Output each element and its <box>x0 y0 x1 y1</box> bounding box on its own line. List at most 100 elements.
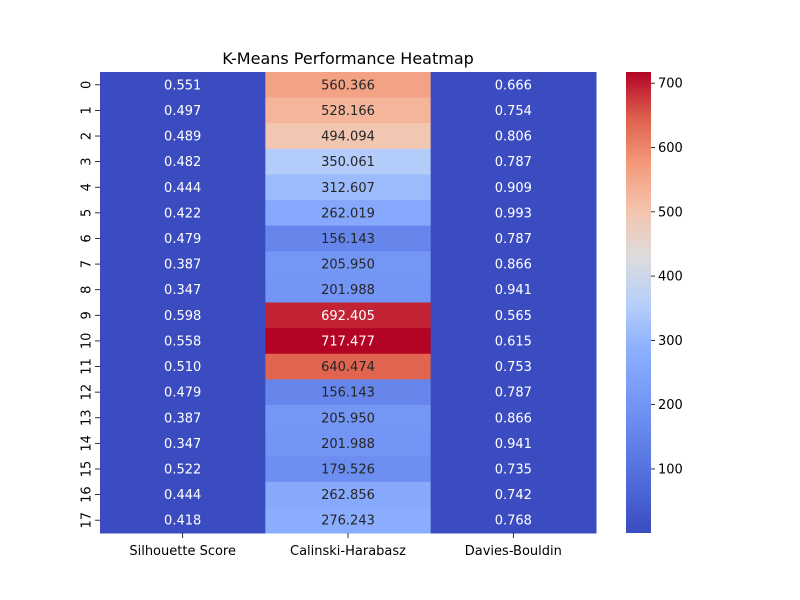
heatmap-cell <box>430 302 597 329</box>
heatmap-cell <box>100 430 266 457</box>
cell-value-label: 0.866 <box>495 411 532 426</box>
cell-value-label: 692.405 <box>321 309 375 324</box>
cell-value-label: 0.444 <box>164 181 201 196</box>
y-tick-label: 4 <box>80 183 95 191</box>
heatmap-cell-labels: 0.551 560.366 0.666 0.497 528.166 0.754 0.489 4… <box>164 78 532 528</box>
heatmap-cell <box>265 404 432 432</box>
cell-value-label: 0.418 <box>164 514 201 529</box>
y-tick-label: 12 <box>80 384 95 401</box>
y-tick-label: 14 <box>80 435 95 452</box>
y-tick-label: 10 <box>80 333 95 350</box>
cell-value-label: 717.477 <box>321 334 375 349</box>
cell-value-label: 0.754 <box>495 104 532 119</box>
y-tick-label: 7 <box>80 260 95 268</box>
heatmap-cell <box>265 225 432 252</box>
heatmap-cell <box>265 456 432 483</box>
y-tick-label: 1 <box>80 106 95 114</box>
heatmap-cell <box>430 379 597 406</box>
heatmap-cell <box>265 123 432 150</box>
heatmap-cell <box>430 97 597 124</box>
heatmap-cell <box>265 72 432 99</box>
x-tick-label: Davies-Bouldin <box>465 544 562 559</box>
cell-value-label: 0.742 <box>495 488 532 503</box>
colorbar-tick-label: 500 <box>658 205 683 220</box>
x-tick-label: Calinski-Harabasz <box>290 544 406 559</box>
heatmap-cell <box>100 225 266 252</box>
heatmap-cell <box>430 328 597 355</box>
heatmap-cell <box>265 302 432 329</box>
heatmap-cell <box>265 507 432 534</box>
cell-value-label: 0.735 <box>495 462 532 477</box>
y-tick-label: 0 <box>80 81 95 89</box>
cell-value-label: 0.551 <box>164 78 201 93</box>
heatmap-cell <box>100 97 266 124</box>
heatmap-cell <box>430 174 597 201</box>
chart-title: K-Means Performance Heatmap <box>222 49 474 68</box>
colorbar-tick-label: 300 <box>658 334 683 349</box>
cell-value-label: 0.489 <box>164 130 201 145</box>
colorbar-gradient <box>626 72 651 533</box>
heatmap-cell <box>265 251 432 278</box>
cell-value-label: 0.444 <box>164 488 201 503</box>
heatmap-cell <box>265 328 432 355</box>
colorbar-tick-label: 400 <box>658 270 683 285</box>
heatmap-cell <box>430 225 597 252</box>
heatmap-cell <box>430 200 597 227</box>
colorbar: 100 200 300 400 500 600 700 <box>626 72 683 533</box>
heatmap-cell <box>100 302 266 329</box>
y-tick-label: 17 <box>80 512 95 529</box>
cell-value-label: 0.522 <box>164 462 201 477</box>
heatmap-cell <box>265 97 432 124</box>
heatmap-cell <box>100 379 266 406</box>
cell-value-label: 0.482 <box>164 155 201 170</box>
heatmap-cell <box>430 123 597 150</box>
heatmap-cell <box>430 353 597 380</box>
cell-value-label: 262.019 <box>321 206 375 221</box>
cell-value-label: 0.753 <box>495 360 532 375</box>
heatmap-cell <box>430 404 597 432</box>
x-tick-label: Silhouette Score <box>129 544 236 559</box>
cell-value-label: 156.143 <box>321 232 375 247</box>
heatmap-cell <box>265 353 432 380</box>
cell-value-label: 528.166 <box>321 104 375 119</box>
cell-value-label: 201.988 <box>321 437 375 452</box>
cell-value-label: 201.988 <box>321 283 375 298</box>
heatmap-cell <box>265 148 432 175</box>
heatmap-cell <box>100 200 266 227</box>
heatmap-cell <box>100 353 266 380</box>
cell-value-label: 0.787 <box>495 155 532 170</box>
heatmap-cell <box>430 251 597 278</box>
heatmap-cell <box>430 507 597 534</box>
cell-value-label: 0.497 <box>164 104 201 119</box>
cell-value-label: 205.950 <box>321 258 375 273</box>
heatmap-cell <box>100 148 266 175</box>
cell-value-label: 0.806 <box>495 130 532 145</box>
cell-value-label: 0.558 <box>164 334 201 349</box>
cell-value-label: 0.787 <box>495 386 532 401</box>
y-tick-label: 3 <box>80 157 95 165</box>
x-axis: Silhouette Score Calinski-Harabasz Davies-… <box>129 533 562 559</box>
heatmap-cell <box>265 200 432 227</box>
colorbar-tick-label: 100 <box>658 462 683 477</box>
cell-value-label: 262.856 <box>321 488 375 503</box>
cell-value-label: 276.243 <box>321 514 375 529</box>
heatmap-cell <box>100 251 266 278</box>
heatmap-cell <box>430 456 597 483</box>
y-tick-label: 16 <box>80 486 95 503</box>
cell-value-label: 0.909 <box>495 181 532 196</box>
y-tick-label: 2 <box>80 132 95 140</box>
heatmap-cell <box>265 481 432 508</box>
y-tick-label: 9 <box>80 311 95 319</box>
cell-value-label: 0.941 <box>495 283 532 298</box>
cell-value-label: 0.565 <box>495 309 532 324</box>
cell-value-label: 0.787 <box>495 232 532 247</box>
heatmap-cell <box>100 328 266 355</box>
cell-value-label: 205.950 <box>321 411 375 426</box>
cell-value-label: 640.474 <box>321 360 375 375</box>
colorbar-tick-label: 600 <box>658 141 683 156</box>
heatmap-cell <box>100 174 266 201</box>
cell-value-label: 156.143 <box>321 386 375 401</box>
cell-value-label: 0.479 <box>164 232 201 247</box>
cell-value-label: 350.061 <box>321 155 375 170</box>
